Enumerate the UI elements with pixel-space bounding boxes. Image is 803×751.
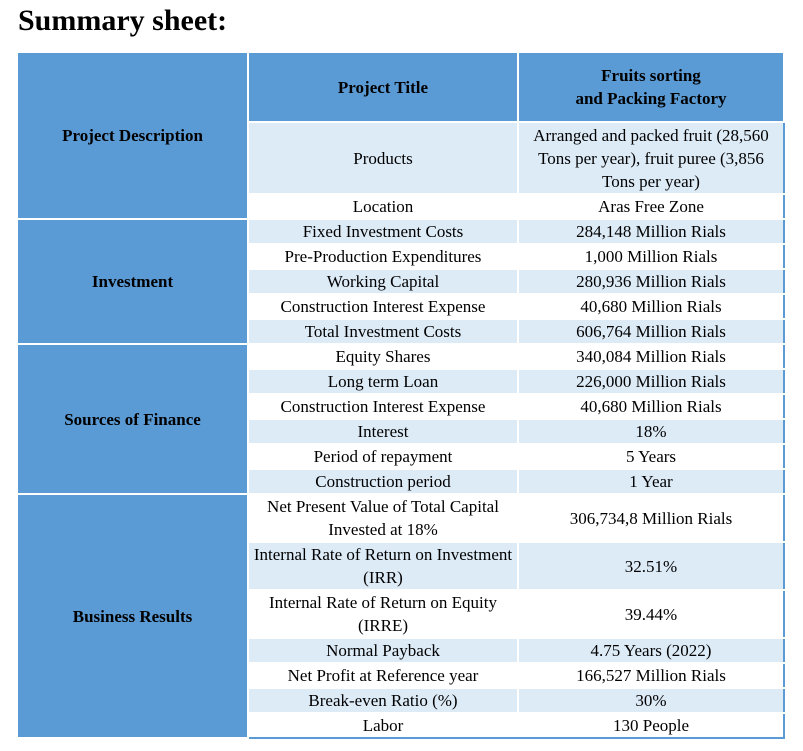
table-row: Labor 130 People: [17, 712, 785, 739]
section-sources-of-finance: Sources of Finance: [16, 343, 249, 495]
row-label: Net Profit at Reference year: [247, 662, 519, 689]
summary-table: Project Description Project Title Fruits…: [16, 51, 785, 739]
table-row: Normal Payback 4.75 Years (2022): [17, 637, 785, 664]
section-project-description: Project Description: [16, 51, 249, 220]
table-row: Construction Interest Expense 40,680 Mil…: [17, 393, 785, 420]
row-value: 606,764 Million Rials: [517, 318, 785, 345]
row-value: 166,527 Million Rials: [517, 662, 785, 689]
section-investment: Investment: [16, 218, 249, 345]
table-row: Interest 18%: [17, 418, 785, 445]
row-label: Pre-Production Expenditures: [247, 243, 519, 270]
row-label: Total Investment Costs: [247, 318, 519, 345]
row-value: 130 People: [517, 712, 785, 739]
table-row: Internal Rate of Return on Equity (IRRE)…: [17, 589, 785, 639]
row-value: 1,000 Million Rials: [517, 243, 785, 270]
section-business-results: Business Results: [16, 493, 249, 739]
row-label: Construction Interest Expense: [247, 393, 519, 420]
row-value: 40,680 Million Rials: [517, 293, 785, 320]
row-label: Internal Rate of Return on Investment (I…: [247, 541, 519, 591]
table-row: Working Capital 280,936 Million Rials: [17, 268, 785, 295]
table-row: Business Results Net Present Value of To…: [16, 493, 785, 739]
table-row: Net Profit at Reference year 166,527 Mil…: [17, 662, 785, 689]
page-title: Summary sheet:: [18, 4, 228, 37]
row-label: Interest: [247, 418, 519, 445]
table-row: Break-even Ratio (%) 30%: [17, 687, 785, 714]
row-label: Products: [247, 121, 519, 195]
row-value: 226,000 Million Rials: [517, 368, 785, 395]
row-value: Arranged and packed fruit (28,560 Tons p…: [517, 121, 785, 195]
header-row: Project Description Project Title Fruits…: [16, 51, 785, 220]
row-label: Fixed Investment Costs: [247, 218, 519, 245]
row-value: 40,680 Million Rials: [517, 393, 785, 420]
row-value: Aras Free Zone: [517, 193, 785, 220]
table-row: Sources of Finance Equity Shares 340,084…: [16, 343, 785, 495]
row-label: Normal Payback: [247, 637, 519, 664]
header-label: Project Title: [247, 51, 519, 123]
table-row: Period of repayment 5 Years: [17, 443, 785, 470]
header-value: Fruits sorting and Packing Factory: [517, 51, 785, 123]
row-value: 30%: [517, 687, 785, 714]
row-value: 39.44%: [517, 589, 785, 639]
row-label: Long term Loan: [247, 368, 519, 395]
table-row: Construction Interest Expense 40,680 Mil…: [17, 293, 785, 320]
row-value: 18%: [517, 418, 785, 445]
row-label: Construction Interest Expense: [247, 293, 519, 320]
row-value: 284,148 Million Rials: [517, 218, 785, 245]
table-row: Construction period 1 Year: [17, 468, 785, 495]
table-row: Investment Fixed Investment Costs 284,14…: [16, 218, 785, 345]
row-value: 32.51%: [517, 541, 785, 591]
table-row: Location Aras Free Zone: [17, 193, 785, 220]
row-value: 280,936 Million Rials: [517, 268, 785, 295]
row-label: Location: [247, 193, 519, 220]
row-label: Net Present Value of Total Capital Inves…: [247, 493, 519, 543]
row-value: 4.75 Years (2022): [517, 637, 785, 664]
table-row: Internal Rate of Return on Investment (I…: [17, 541, 785, 591]
row-value: 1 Year: [517, 468, 785, 495]
row-label: Break-even Ratio (%): [247, 687, 519, 714]
row-label: Working Capital: [247, 268, 519, 295]
row-value: 340,084 Million Rials: [517, 343, 785, 370]
table-row: Products Arranged and packed fruit (28,5…: [17, 121, 785, 195]
table-row: Total Investment Costs 606,764 Million R…: [17, 318, 785, 345]
row-label: Labor: [247, 712, 519, 739]
row-label: Construction period: [247, 468, 519, 495]
table-row: Pre-Production Expenditures 1,000 Millio…: [17, 243, 785, 270]
row-label: Period of repayment: [247, 443, 519, 470]
table-row: Long term Loan 226,000 Million Rials: [17, 368, 785, 395]
row-value: 306,734,8 Million Rials: [517, 493, 785, 543]
row-value: 5 Years: [517, 443, 785, 470]
row-label: Equity Shares: [247, 343, 519, 370]
row-label: Internal Rate of Return on Equity (IRRE): [247, 589, 519, 639]
